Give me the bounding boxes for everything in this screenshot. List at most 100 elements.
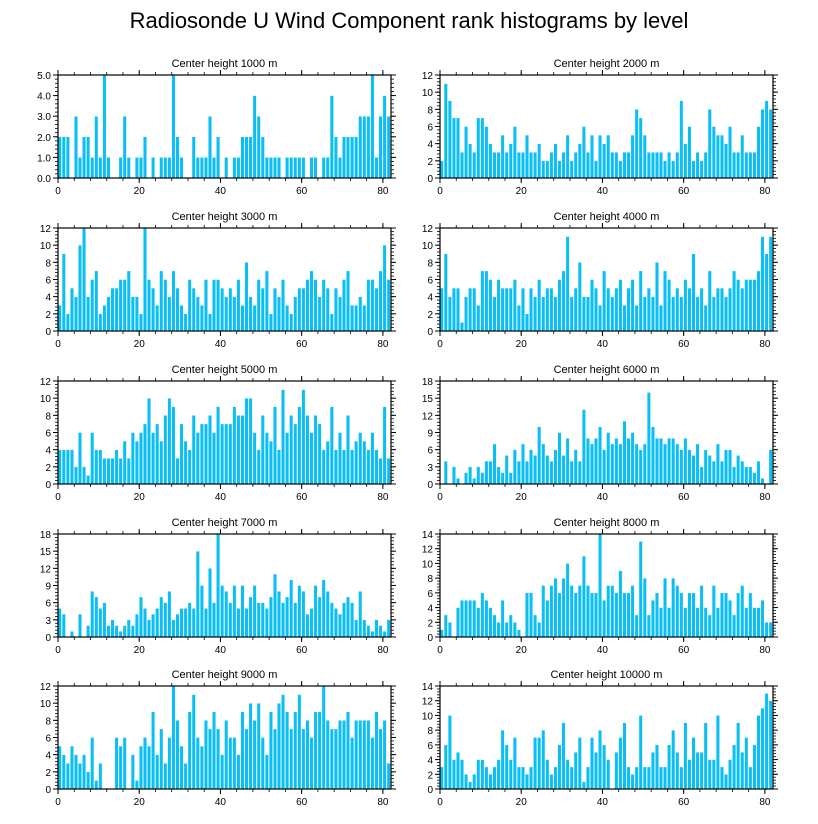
histogram-bar: [468, 143, 473, 179]
histogram-bar: [260, 287, 265, 332]
histogram-bar: [590, 279, 594, 332]
histogram-bar: [744, 152, 749, 179]
histogram-bar: [675, 585, 680, 638]
histogram-bar: [565, 438, 570, 485]
histogram-bar: [516, 152, 521, 179]
histogram-bar: [715, 134, 720, 179]
histogram-bar: [244, 397, 249, 485]
histogram-bar: [130, 296, 135, 332]
histogram-bar: [508, 143, 513, 179]
histogram-bar: [630, 134, 635, 179]
histogram-bar: [386, 619, 391, 638]
histogram-bar: [212, 279, 216, 332]
histogram-bar: [626, 592, 631, 638]
histogram-bar: [516, 629, 521, 638]
histogram-bar: [748, 766, 753, 790]
histogram-bar: [760, 109, 765, 179]
histogram-bar: [244, 136, 249, 179]
histogram-bar: [590, 737, 594, 790]
histogram-bar: [655, 152, 659, 179]
histogram-bar: [764, 100, 769, 179]
y-tick-label: 4: [427, 756, 433, 767]
y-tick-label: 10: [422, 241, 434, 252]
histogram-bar: [695, 607, 700, 638]
histogram-bar: [147, 745, 152, 790]
histogram-bar: [569, 585, 574, 638]
panel-title: Center height 10000 m: [551, 669, 663, 681]
histogram-bar: [744, 737, 749, 790]
histogram-bar: [78, 613, 82, 638]
histogram-bar: [122, 440, 127, 485]
y-tick-label: 8: [427, 574, 433, 585]
x-tick-label: 80: [759, 339, 771, 350]
histogram-bar: [321, 279, 326, 332]
y-tick-label: 2: [45, 768, 51, 779]
histogram-bar: [695, 752, 700, 790]
histogram-bar: [122, 625, 127, 638]
histogram-bar: [78, 763, 82, 790]
histogram-bar: [163, 157, 168, 179]
histogram-bar: [602, 143, 607, 179]
histogram-bar: [86, 296, 91, 332]
histogram-bar: [143, 136, 147, 179]
histogram-bar: [488, 279, 493, 332]
histogram-bar: [480, 270, 485, 332]
histogram-bar: [590, 592, 594, 638]
histogram-bar: [338, 296, 342, 332]
histogram-bar: [317, 423, 322, 485]
histogram-bar: [382, 720, 387, 790]
histogram-bar: [370, 631, 375, 638]
histogram-bar: [61, 449, 66, 485]
histogram-bar: [602, 270, 607, 332]
histogram-bar: [195, 432, 200, 485]
histogram-bar: [447, 715, 452, 790]
x-tick-label: 0: [55, 797, 61, 808]
histogram-bar: [232, 406, 237, 485]
histogram-bar: [285, 157, 290, 179]
histogram-bar: [585, 766, 590, 790]
histogram-bar: [740, 585, 745, 638]
histogram-bar: [358, 115, 363, 179]
histogram-bar: [65, 763, 70, 790]
histogram-bar: [565, 563, 570, 638]
y-tick-label: 6: [45, 734, 51, 745]
histogram-bar: [82, 227, 87, 332]
histogram-bar: [683, 279, 688, 332]
histogram-bar: [305, 720, 310, 790]
histogram-bar: [768, 109, 773, 179]
histogram-bar: [297, 287, 302, 332]
histogram-bar: [512, 449, 517, 485]
histogram-bar: [277, 157, 281, 179]
histogram-bar: [329, 728, 334, 790]
histogram-bar: [707, 455, 712, 485]
histogram-bar: [118, 157, 123, 179]
histogram-bar: [208, 728, 212, 790]
histogram-bar: [74, 754, 78, 790]
histogram-bar: [529, 449, 534, 485]
histogram-bar: [374, 287, 379, 332]
histogram-bar: [159, 157, 164, 179]
histogram-bar: [626, 438, 631, 485]
histogram-bar: [711, 296, 716, 332]
histogram-bar: [370, 74, 375, 179]
histogram-bar: [333, 136, 338, 179]
y-tick-label: 15: [40, 547, 52, 558]
histogram-bar: [313, 279, 318, 332]
histogram-bar: [480, 759, 485, 790]
histogram-bar: [130, 625, 135, 638]
histogram-bar: [317, 296, 322, 332]
histogram-bar: [642, 443, 647, 485]
histogram-bar: [297, 585, 302, 638]
histogram-bar: [630, 774, 635, 790]
histogram-bar: [346, 596, 350, 638]
histogram-bar: [366, 449, 371, 485]
histogram-bar: [118, 458, 123, 485]
histogram-bar: [358, 296, 363, 332]
x-tick-label: 40: [597, 797, 609, 808]
panel-title: Center height 3000 m: [172, 211, 278, 223]
histogram-bar: [329, 95, 334, 179]
x-tick-label: 20: [134, 186, 146, 197]
histogram-bar: [529, 152, 534, 179]
histogram-bar: [496, 279, 501, 332]
histogram-bar: [78, 244, 82, 332]
